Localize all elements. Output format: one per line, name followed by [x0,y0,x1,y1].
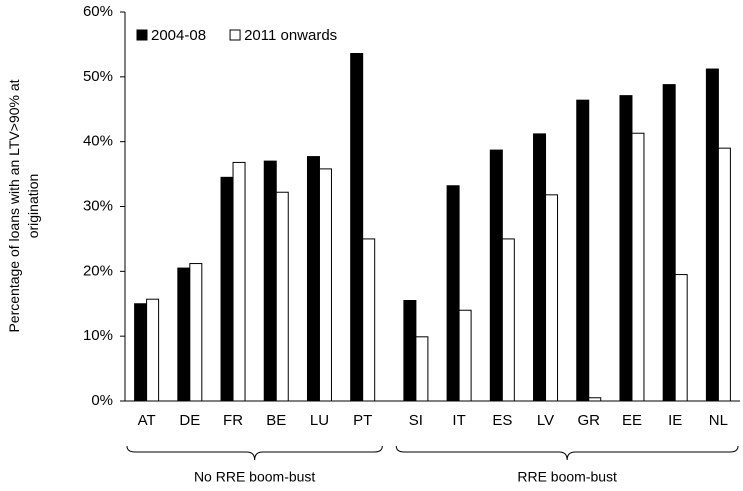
y-tick-label: 50% [83,68,113,85]
x-tick-label: SI [409,412,423,429]
bar [362,238,376,402]
bar [662,84,676,402]
bar [619,95,633,402]
x-tick-label: PT [353,412,372,429]
legend-label: 2004-08 [151,27,206,44]
bar [403,300,417,402]
y-tick-label: 0% [91,392,113,409]
group-brace [395,445,739,461]
bar [350,52,364,402]
bar [189,263,203,402]
bar [232,161,246,402]
y-axis-label: Percentage of loans with an LTV>90% at or… [6,79,41,332]
x-tick-label: LU [310,412,329,429]
x-tick-label: IE [668,412,682,429]
bar [318,168,332,402]
legend-label: 2011 onwards [244,27,337,44]
y-tick-label: 40% [83,133,113,150]
x-tick-label: BE [266,412,286,429]
y-tick-label: 20% [83,262,113,279]
bar [489,149,503,402]
bar [674,274,688,402]
bar [415,336,429,402]
bar [576,99,590,402]
bar [275,191,289,402]
x-tick-label: FR [223,412,243,429]
bar [446,185,460,402]
bar [177,267,191,402]
x-tick-label: ES [492,412,512,429]
bar [705,68,719,402]
group-brace [126,445,383,461]
y-tick-label: 30% [83,197,113,214]
bar [545,194,559,402]
x-tick-label: AT [138,412,156,429]
x-tick-label: DE [179,412,200,429]
bar [717,147,731,402]
x-tick-label: IT [452,412,465,429]
group-label: No RRE boom-bust [194,469,315,485]
bar [134,303,148,402]
bar [146,298,160,402]
y-axis-label-part: origination [25,174,41,239]
legend-swatch [136,29,148,41]
bar [306,156,320,402]
bar [263,160,277,402]
y-tick-label: 10% [83,327,113,344]
group-label: RRE boom-bust [517,469,617,485]
y-tick-label: 60% [83,3,113,20]
bar [501,238,515,402]
legend-swatch [229,29,241,41]
bar [631,132,645,402]
x-tick-label: NL [709,412,728,429]
bar [220,176,234,402]
x-tick-label: LV [537,412,554,429]
x-tick-label: EE [622,412,642,429]
bar [458,309,472,402]
y-axis-label-part: Percentage of loans with an LTV>90% at [6,79,22,332]
bar [533,133,547,402]
x-tick-label: GR [578,412,601,429]
